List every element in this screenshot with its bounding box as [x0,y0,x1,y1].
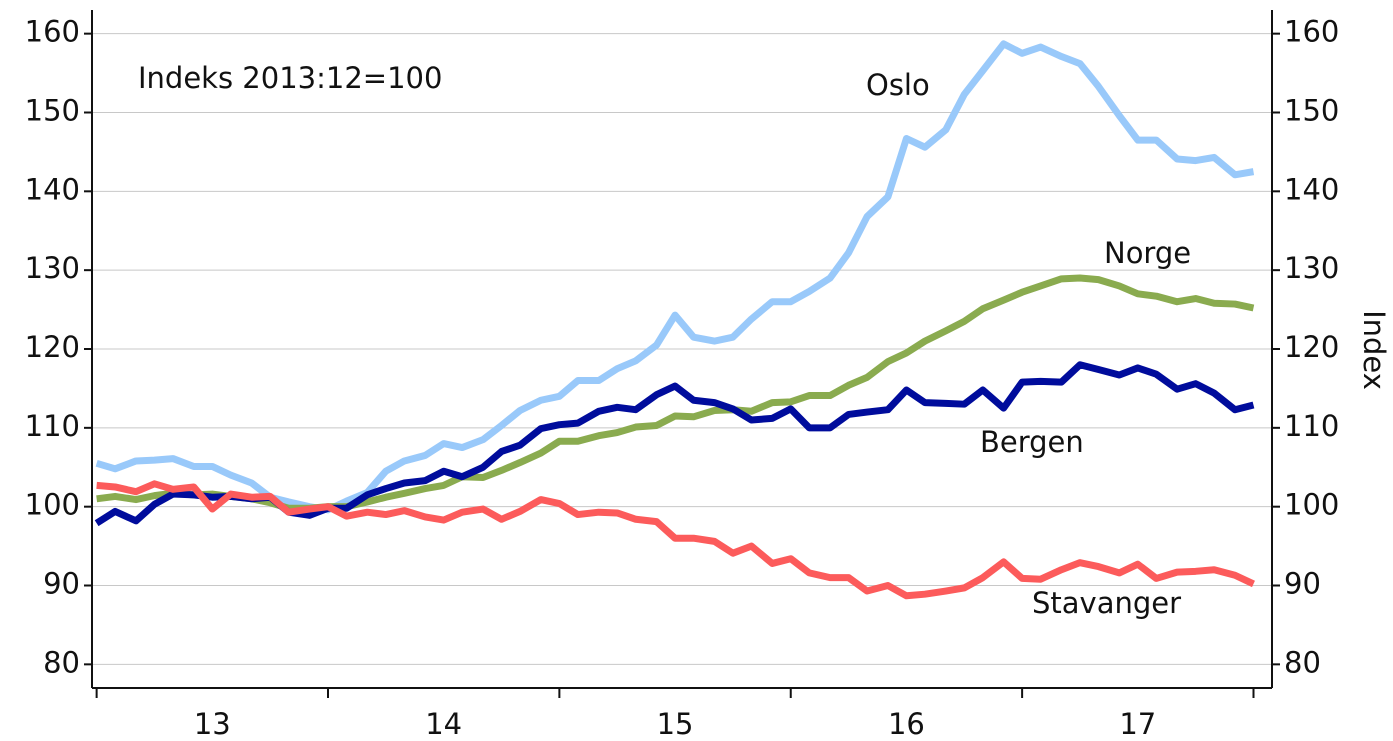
y-tick-label: 100 [25,488,80,522]
x-tick-label: 14 [425,707,462,741]
y-tick-label: 150 [25,93,80,127]
y-tick-label: 140 [25,172,80,206]
x-tick-label: 15 [657,707,694,741]
y-tick-label: 80 [43,645,80,679]
series-label: Stavanger [1032,586,1181,620]
series-label: Norge [1104,236,1191,270]
y2-tick-label: 160 [1284,15,1339,49]
series-line [95,40,1255,514]
y-tick-label: 90 [43,567,80,601]
y2-tick-label: 150 [1284,93,1339,127]
y2-axis-label: Index [1357,310,1391,390]
y2-tick-label: 120 [1284,330,1339,364]
series-label: Bergen [980,425,1084,459]
y2-tick-label: 130 [1284,251,1339,285]
y2-tick-label: 100 [1284,488,1339,522]
y-tick-label: 110 [25,409,80,443]
y2-tick-label: 80 [1284,645,1321,679]
y-tick-label: 160 [25,15,80,49]
y-tick-label: 130 [25,251,80,285]
y2-tick-label: 90 [1284,567,1321,601]
x-tick-label: 16 [888,707,925,741]
annotation: Indeks 2013:12=100 [138,61,442,95]
series-line [96,480,1255,600]
x-tick-label: 17 [1119,707,1156,741]
y-tick-label: 120 [25,330,80,364]
series-label: Oslo [866,68,930,102]
x-tick-label: 13 [194,707,231,741]
y2-tick-label: 110 [1284,409,1339,443]
y2-tick-label: 140 [1284,172,1339,206]
